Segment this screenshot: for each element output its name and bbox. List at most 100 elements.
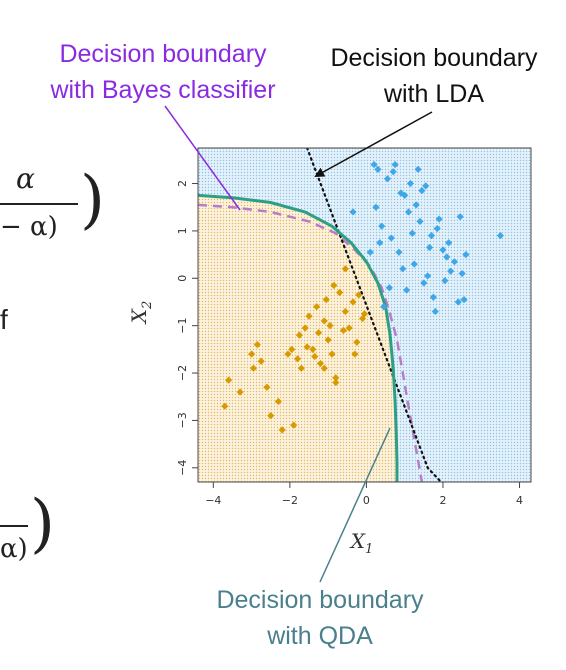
y-axis-title-main: X: [127, 308, 151, 325]
point-blue: [447, 267, 455, 275]
point-blue: [374, 165, 382, 173]
annotation-qda: Decision boundary with QDA: [180, 582, 460, 654]
boundary-qda: [198, 193, 399, 482]
formula-right-paren-top: ): [80, 163, 105, 237]
point-blue: [450, 258, 459, 266]
point-blue: [429, 293, 437, 301]
y-tick-label: 0: [176, 275, 189, 282]
point-orange: [267, 412, 275, 420]
point-blue: [366, 248, 374, 256]
y-axis-title-subscript: 2: [140, 301, 155, 310]
point-blue: [456, 213, 464, 221]
point-orange: [257, 357, 265, 365]
annotation-lda-line1: Decision boundary: [330, 44, 538, 72]
annotation-bayes-line1: Decision boundary: [59, 40, 267, 68]
point-orange: [355, 291, 363, 299]
point-blue: [414, 165, 422, 173]
x-tick-label: −4: [205, 494, 221, 507]
point-orange: [297, 364, 305, 372]
formula-fragment-one-minus-alpha: − α): [0, 212, 58, 242]
point-blue: [406, 179, 415, 188]
point-blue: [372, 203, 380, 211]
x-axis-title-main: X: [349, 529, 366, 553]
y-tick-label: 1: [176, 227, 189, 234]
y-tick-label: 2: [176, 180, 189, 187]
x-tick-label: 2: [439, 494, 446, 507]
point-blue: [389, 168, 397, 176]
region-orange: [198, 195, 398, 482]
point-orange: [225, 376, 233, 384]
point-orange: [313, 303, 321, 311]
formula-right-paren-bottom: ): [30, 487, 55, 561]
x-axis-title-subscript: 1: [365, 542, 373, 557]
point-blue: [431, 307, 439, 316]
point-blue: [376, 239, 384, 247]
point-orange: [320, 317, 328, 325]
point-orange: [316, 359, 325, 368]
annotation-qda-line1: Decision boundary: [216, 586, 424, 614]
point-blue: [420, 279, 428, 287]
point-orange: [328, 350, 336, 358]
point-blue: [439, 246, 447, 254]
y-tick-label: −1: [176, 318, 189, 334]
point-blue: [387, 234, 395, 242]
annotation-qda-line2: with QDA: [267, 622, 373, 650]
point-orange: [339, 326, 348, 334]
annotation-bayes-line2: with Bayes classifier: [50, 76, 276, 104]
point-blue: [435, 215, 443, 223]
point-blue: [408, 229, 416, 237]
point-blue: [399, 265, 407, 273]
point-blue: [422, 182, 430, 190]
point-blue: [349, 208, 357, 216]
formula-fragment-alpha-top: α: [16, 162, 35, 195]
point-orange: [293, 355, 302, 363]
x-tick-label: 4: [516, 494, 523, 507]
point-orange: [263, 383, 271, 391]
point-blue: [380, 303, 388, 311]
point-orange: [358, 314, 367, 323]
point-blue: [458, 269, 466, 278]
lda-annotation-arrow: [314, 111, 433, 177]
point-orange: [278, 426, 286, 434]
bayes-annotation-arrow: [164, 105, 241, 211]
formula-fraction-bar-bottom: [0, 525, 28, 527]
point-blue: [462, 250, 470, 259]
point-orange: [314, 329, 323, 337]
point-orange: [305, 312, 313, 320]
point-orange: [351, 350, 359, 358]
point-orange: [322, 296, 330, 304]
y-axis-title: X2: [127, 301, 155, 326]
point-blue: [445, 239, 453, 247]
point-orange: [330, 281, 338, 289]
point-blue: [416, 217, 424, 226]
point-orange: [253, 341, 261, 349]
point-blue: [385, 284, 393, 292]
point-orange: [332, 374, 340, 382]
plot-frame: [197, 147, 532, 483]
annotation-bayes: Decision boundary with Bayes classifier: [18, 36, 308, 108]
point-blue: [441, 277, 449, 285]
point-blue: [403, 286, 411, 294]
point-blue: [401, 191, 409, 199]
point-orange: [309, 345, 317, 353]
point-blue: [370, 160, 378, 169]
point-orange: [303, 343, 311, 351]
qda-annotation-arrow: [319, 427, 391, 583]
point-orange: [349, 298, 357, 306]
point-blue: [404, 208, 413, 216]
point-blue: [460, 296, 468, 304]
x-tick-label: −2: [282, 494, 298, 507]
point-orange: [288, 345, 296, 353]
point-blue: [427, 232, 436, 240]
annotation-lda: Decision boundary with LDA: [306, 40, 562, 112]
point-blue: [378, 222, 386, 230]
point-orange: [324, 336, 332, 344]
y-tick-label: −3: [176, 412, 189, 428]
point-orange: [345, 324, 353, 332]
point-blue: [433, 224, 441, 233]
annotation-lda-line2: with LDA: [383, 80, 485, 108]
point-orange: [249, 364, 258, 372]
point-orange: [332, 378, 340, 387]
point-orange: [336, 288, 344, 297]
